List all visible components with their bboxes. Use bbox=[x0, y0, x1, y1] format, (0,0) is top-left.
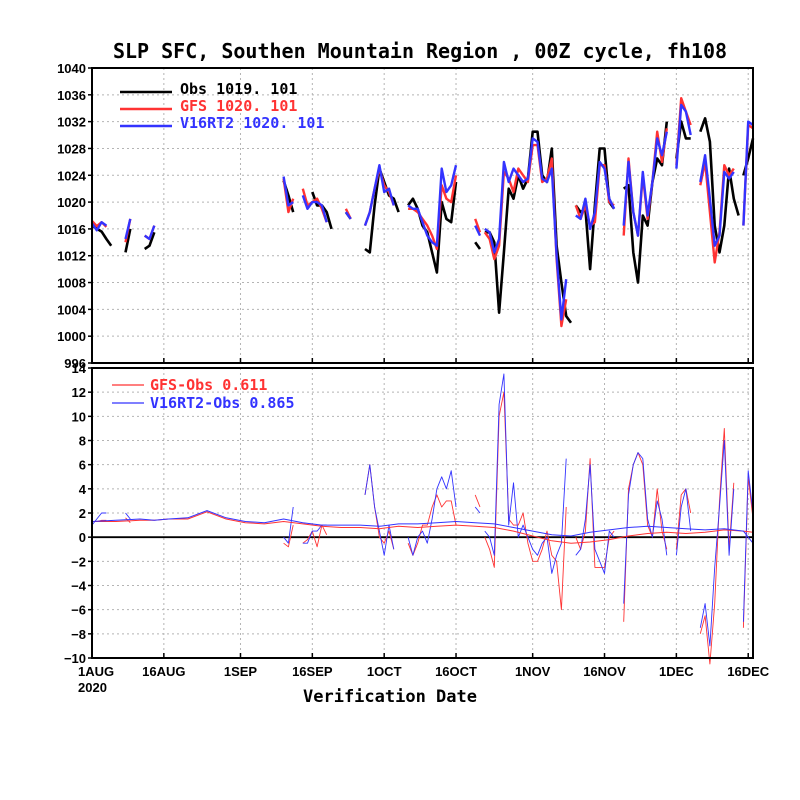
legend-entry: V16RT2-Obs 0.865 bbox=[150, 394, 295, 412]
series-v16rt2-obs-line bbox=[283, 506, 294, 544]
series-gfs-obs-mean-line bbox=[92, 511, 754, 544]
series-v16rt2-obs-line bbox=[699, 440, 735, 647]
x-tick-label: 1SEP bbox=[224, 664, 258, 679]
series-v16rt2-line bbox=[91, 220, 108, 232]
series-v16rt2-line bbox=[407, 164, 458, 247]
series-obs-line bbox=[407, 181, 458, 274]
series-v16rt2-line bbox=[144, 225, 156, 241]
top-y-tick-label: 1040 bbox=[57, 61, 86, 76]
series-v16rt2-line bbox=[742, 120, 754, 226]
bottom-y-tick-label: −8 bbox=[71, 627, 86, 642]
top-plot-frame bbox=[91, 67, 754, 364]
top-y-tick-label: 1020 bbox=[57, 195, 86, 210]
series-obs-line bbox=[474, 241, 482, 250]
bottom-y-tick-label: 14 bbox=[72, 361, 87, 376]
series-gfs-obs-line bbox=[125, 517, 131, 524]
bottom-grid bbox=[92, 368, 753, 658]
bottom-y-tick-label: 10 bbox=[72, 409, 86, 424]
legend-entry: GFS-Obs 0.611 bbox=[150, 376, 267, 394]
series-v16rt2-line bbox=[344, 211, 352, 220]
bottom-y-tick-label: −4 bbox=[71, 579, 87, 594]
x-year-label: 2020 bbox=[78, 680, 107, 695]
series-v16rt2-line bbox=[282, 176, 294, 207]
bottom-y-tick-label: 4 bbox=[79, 482, 87, 497]
series-gfs-line bbox=[408, 175, 458, 251]
bottom-series bbox=[91, 373, 754, 665]
bottom-y-tick-label: 6 bbox=[79, 458, 86, 473]
series-v16rt2-line bbox=[699, 153, 735, 247]
x-axis-label: Verification Date bbox=[303, 687, 477, 707]
top-y-tick-label: 1004 bbox=[57, 302, 87, 317]
series-v16rt2-line bbox=[675, 103, 692, 169]
top-y-tick-label: 1036 bbox=[57, 88, 86, 103]
x-axis: 1AUG 16AUG 1SEP 16SEP 1OCT 16OCT 1NOV 16NOV 1DEC… bbox=[78, 664, 770, 679]
bottom-y-ticks: −10 −8 −6 −4 −2 0 2 4 6 8 10 12 14 bbox=[64, 361, 749, 666]
series-obs-line bbox=[622, 121, 669, 284]
x-tick-label: 1NOV bbox=[515, 664, 551, 679]
chart-title: SLP SFC, Southen Mountain Region , 00Z c… bbox=[113, 39, 727, 63]
series-v16rt2-line bbox=[363, 163, 395, 227]
bottom-panel: −10 −8 −6 −4 −2 0 2 4 6 8 10 12 14 GFS-Obs 0.611V16R… bbox=[64, 361, 754, 666]
series-gfs-obs-line bbox=[474, 494, 481, 508]
x-tick-label: 16OCT bbox=[435, 664, 477, 679]
top-y-tick-label: 1032 bbox=[57, 115, 86, 130]
bottom-y-tick-label: −6 bbox=[71, 603, 86, 618]
top-y-tick-label: 1028 bbox=[57, 141, 86, 156]
x-tick-label: 1OCT bbox=[367, 664, 402, 679]
top-panel: 996 1000 1004 1008 1012 1016 1020 1024 1028 1032 1… bbox=[57, 61, 755, 371]
top-y-tick-label: 1000 bbox=[57, 329, 86, 344]
legend-entry: Obs 1019. 101 bbox=[180, 80, 297, 98]
series-v16rt2-obs-line bbox=[407, 470, 457, 556]
top-y-tick-label: 1024 bbox=[57, 168, 87, 183]
series-v16rt2-obs-line bbox=[675, 488, 692, 556]
series-v16rt2-line bbox=[474, 225, 482, 237]
bottom-y-tick-label: −10 bbox=[64, 651, 86, 666]
top-y-tick-label: 1008 bbox=[57, 276, 86, 291]
bottom-y-tick-label: 0 bbox=[79, 530, 86, 545]
x-tick-label: 1DEC bbox=[659, 664, 694, 679]
series-v16rt2-obs-line bbox=[474, 506, 481, 514]
series-obs-line bbox=[699, 117, 740, 254]
legend-entry: GFS 1020. 101 bbox=[180, 97, 297, 115]
bottom-y-tick-label: −2 bbox=[71, 554, 86, 569]
x-tick-label: 1AUG bbox=[78, 664, 114, 679]
bottom-y-tick-label: 2 bbox=[79, 506, 86, 521]
series-v16rt2-line bbox=[575, 160, 616, 231]
bottom-y-tick-label: 8 bbox=[79, 434, 86, 449]
series-v16rt2-line bbox=[484, 137, 568, 321]
series-v16rt2-obs-mean-line bbox=[91, 510, 754, 544]
series-v16rt2-obs-line bbox=[125, 512, 131, 520]
series-v16rt2-obs-line bbox=[742, 470, 754, 622]
series-v16rt2-line bbox=[622, 131, 668, 237]
legend-entry: V16RT2 1020. 101 bbox=[180, 114, 325, 132]
top-series bbox=[91, 96, 755, 328]
series-gfs-obs-line bbox=[407, 494, 457, 556]
top-y-tick-label: 1016 bbox=[57, 222, 86, 237]
x-tick-label: 16DEC bbox=[727, 664, 770, 679]
x-tick-label: 16SEP bbox=[292, 664, 333, 679]
series-obs-line bbox=[124, 228, 132, 253]
series-obs-line bbox=[143, 231, 156, 251]
series-v16rt2-line bbox=[301, 195, 328, 223]
top-y-tick-label: 996 bbox=[64, 356, 86, 371]
series-v16rt2-obs-line bbox=[623, 452, 668, 604]
x-tick-label: 16NOV bbox=[583, 664, 626, 679]
x-tick-label: 16AUG bbox=[142, 664, 185, 679]
top-y-tick-label: 1012 bbox=[57, 249, 86, 264]
bottom-y-tick-label: 12 bbox=[72, 385, 86, 400]
series-gfs-obs-line bbox=[283, 525, 294, 548]
series-gfs-line bbox=[474, 218, 482, 233]
series-gfs-obs-line bbox=[675, 488, 692, 550]
series-v16rt2-obs-line bbox=[575, 464, 615, 574]
series-v16rt2-obs-line bbox=[484, 373, 567, 574]
top-grid bbox=[92, 68, 753, 363]
series-v16rt2-line bbox=[124, 218, 132, 240]
series-v16rt2-obs-line bbox=[91, 512, 107, 526]
top-y-ticks: 996 1000 1004 1008 1012 1016 1020 1024 1028 1032 1… bbox=[57, 61, 749, 371]
